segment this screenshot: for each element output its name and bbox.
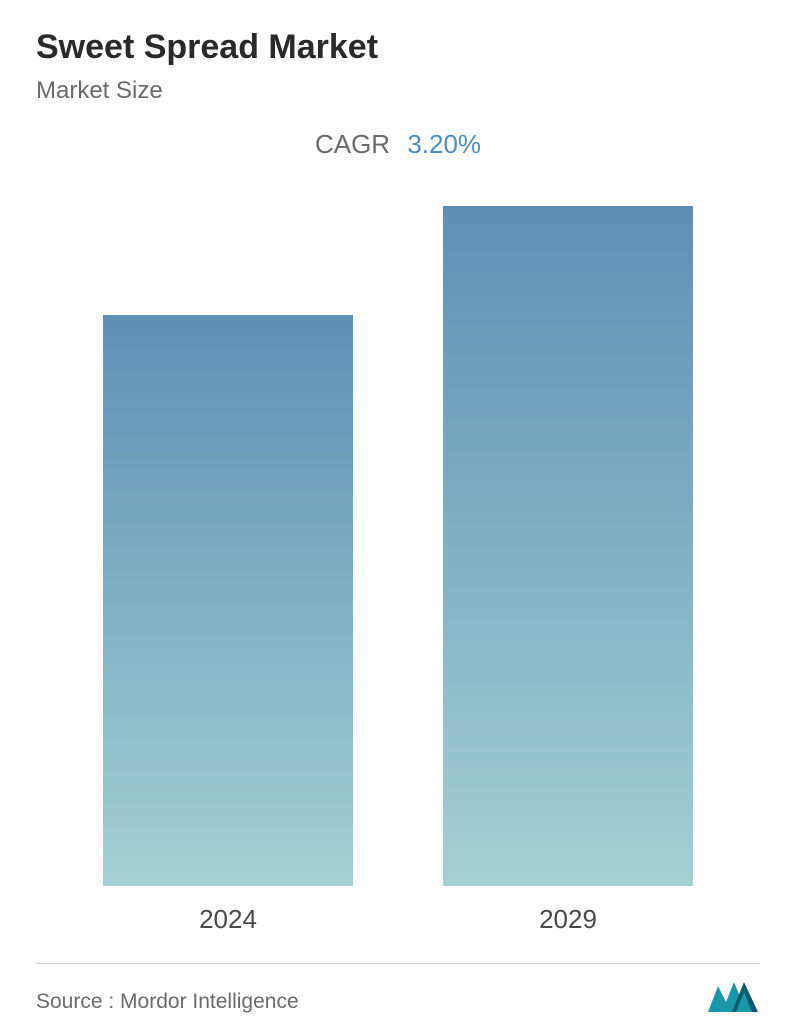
cagr-row: CAGR 3.20% xyxy=(36,129,760,160)
source-attribution: Source : Mordor Intelligence xyxy=(36,990,299,1014)
cagr-label: CAGR xyxy=(315,129,390,159)
chart-subtitle: Market Size xyxy=(36,77,760,105)
bar-wrapper-0: 2024 xyxy=(103,190,353,935)
bar-chart: 2024 2029 xyxy=(36,190,760,955)
bar-label-1: 2029 xyxy=(539,904,597,935)
bar-label-0: 2024 xyxy=(199,904,257,935)
mordor-logo-icon xyxy=(706,978,760,1014)
bar-1 xyxy=(443,206,693,886)
bar-0 xyxy=(103,315,353,886)
bar-wrapper-1: 2029 xyxy=(443,190,693,935)
footer: Source : Mordor Intelligence xyxy=(36,963,760,1014)
cagr-value: 3.20% xyxy=(407,129,481,159)
chart-title: Sweet Spread Market xyxy=(36,28,760,67)
infographic-container: Sweet Spread Market Market Size CAGR 3.2… xyxy=(0,0,796,1034)
